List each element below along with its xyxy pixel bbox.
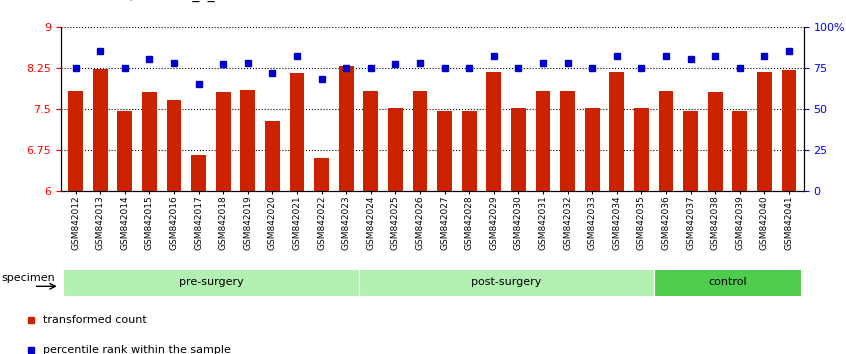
Bar (339, 66, 354, 191)
Bar (684, 110, 698, 191)
Text: pre-surgery: pre-surgery (179, 277, 244, 287)
Bar (511, 108, 525, 191)
Bar (437, 110, 452, 191)
Text: percentile rank within the sample: percentile rank within the sample (43, 345, 231, 354)
Bar (733, 110, 747, 191)
Bar (654, 269, 801, 296)
Bar (560, 91, 575, 191)
Bar (63, 269, 359, 296)
Bar (757, 72, 772, 191)
Bar (708, 92, 722, 191)
Bar (265, 121, 280, 191)
Bar (69, 91, 83, 191)
Bar (364, 91, 378, 191)
Bar (585, 108, 600, 191)
Bar (413, 91, 427, 191)
Bar (191, 155, 206, 191)
Bar (359, 269, 654, 296)
Text: post-surgery: post-surgery (471, 277, 541, 287)
Bar (388, 108, 403, 191)
Bar (216, 92, 231, 191)
Bar (289, 73, 305, 191)
Text: specimen: specimen (1, 273, 55, 283)
Text: GDS4345 / 217952_x_at: GDS4345 / 217952_x_at (61, 0, 228, 2)
Bar (609, 72, 624, 191)
Bar (782, 70, 796, 191)
Bar (314, 158, 329, 191)
Bar (167, 99, 181, 191)
Bar (240, 90, 255, 191)
Bar (462, 110, 476, 191)
Bar (536, 91, 551, 191)
Bar (93, 69, 107, 191)
Bar (142, 92, 157, 191)
Bar (634, 108, 649, 191)
Text: control: control (708, 277, 747, 287)
Bar (118, 110, 132, 191)
Text: transformed count: transformed count (43, 315, 147, 325)
Bar (486, 72, 501, 191)
Bar (658, 91, 673, 191)
